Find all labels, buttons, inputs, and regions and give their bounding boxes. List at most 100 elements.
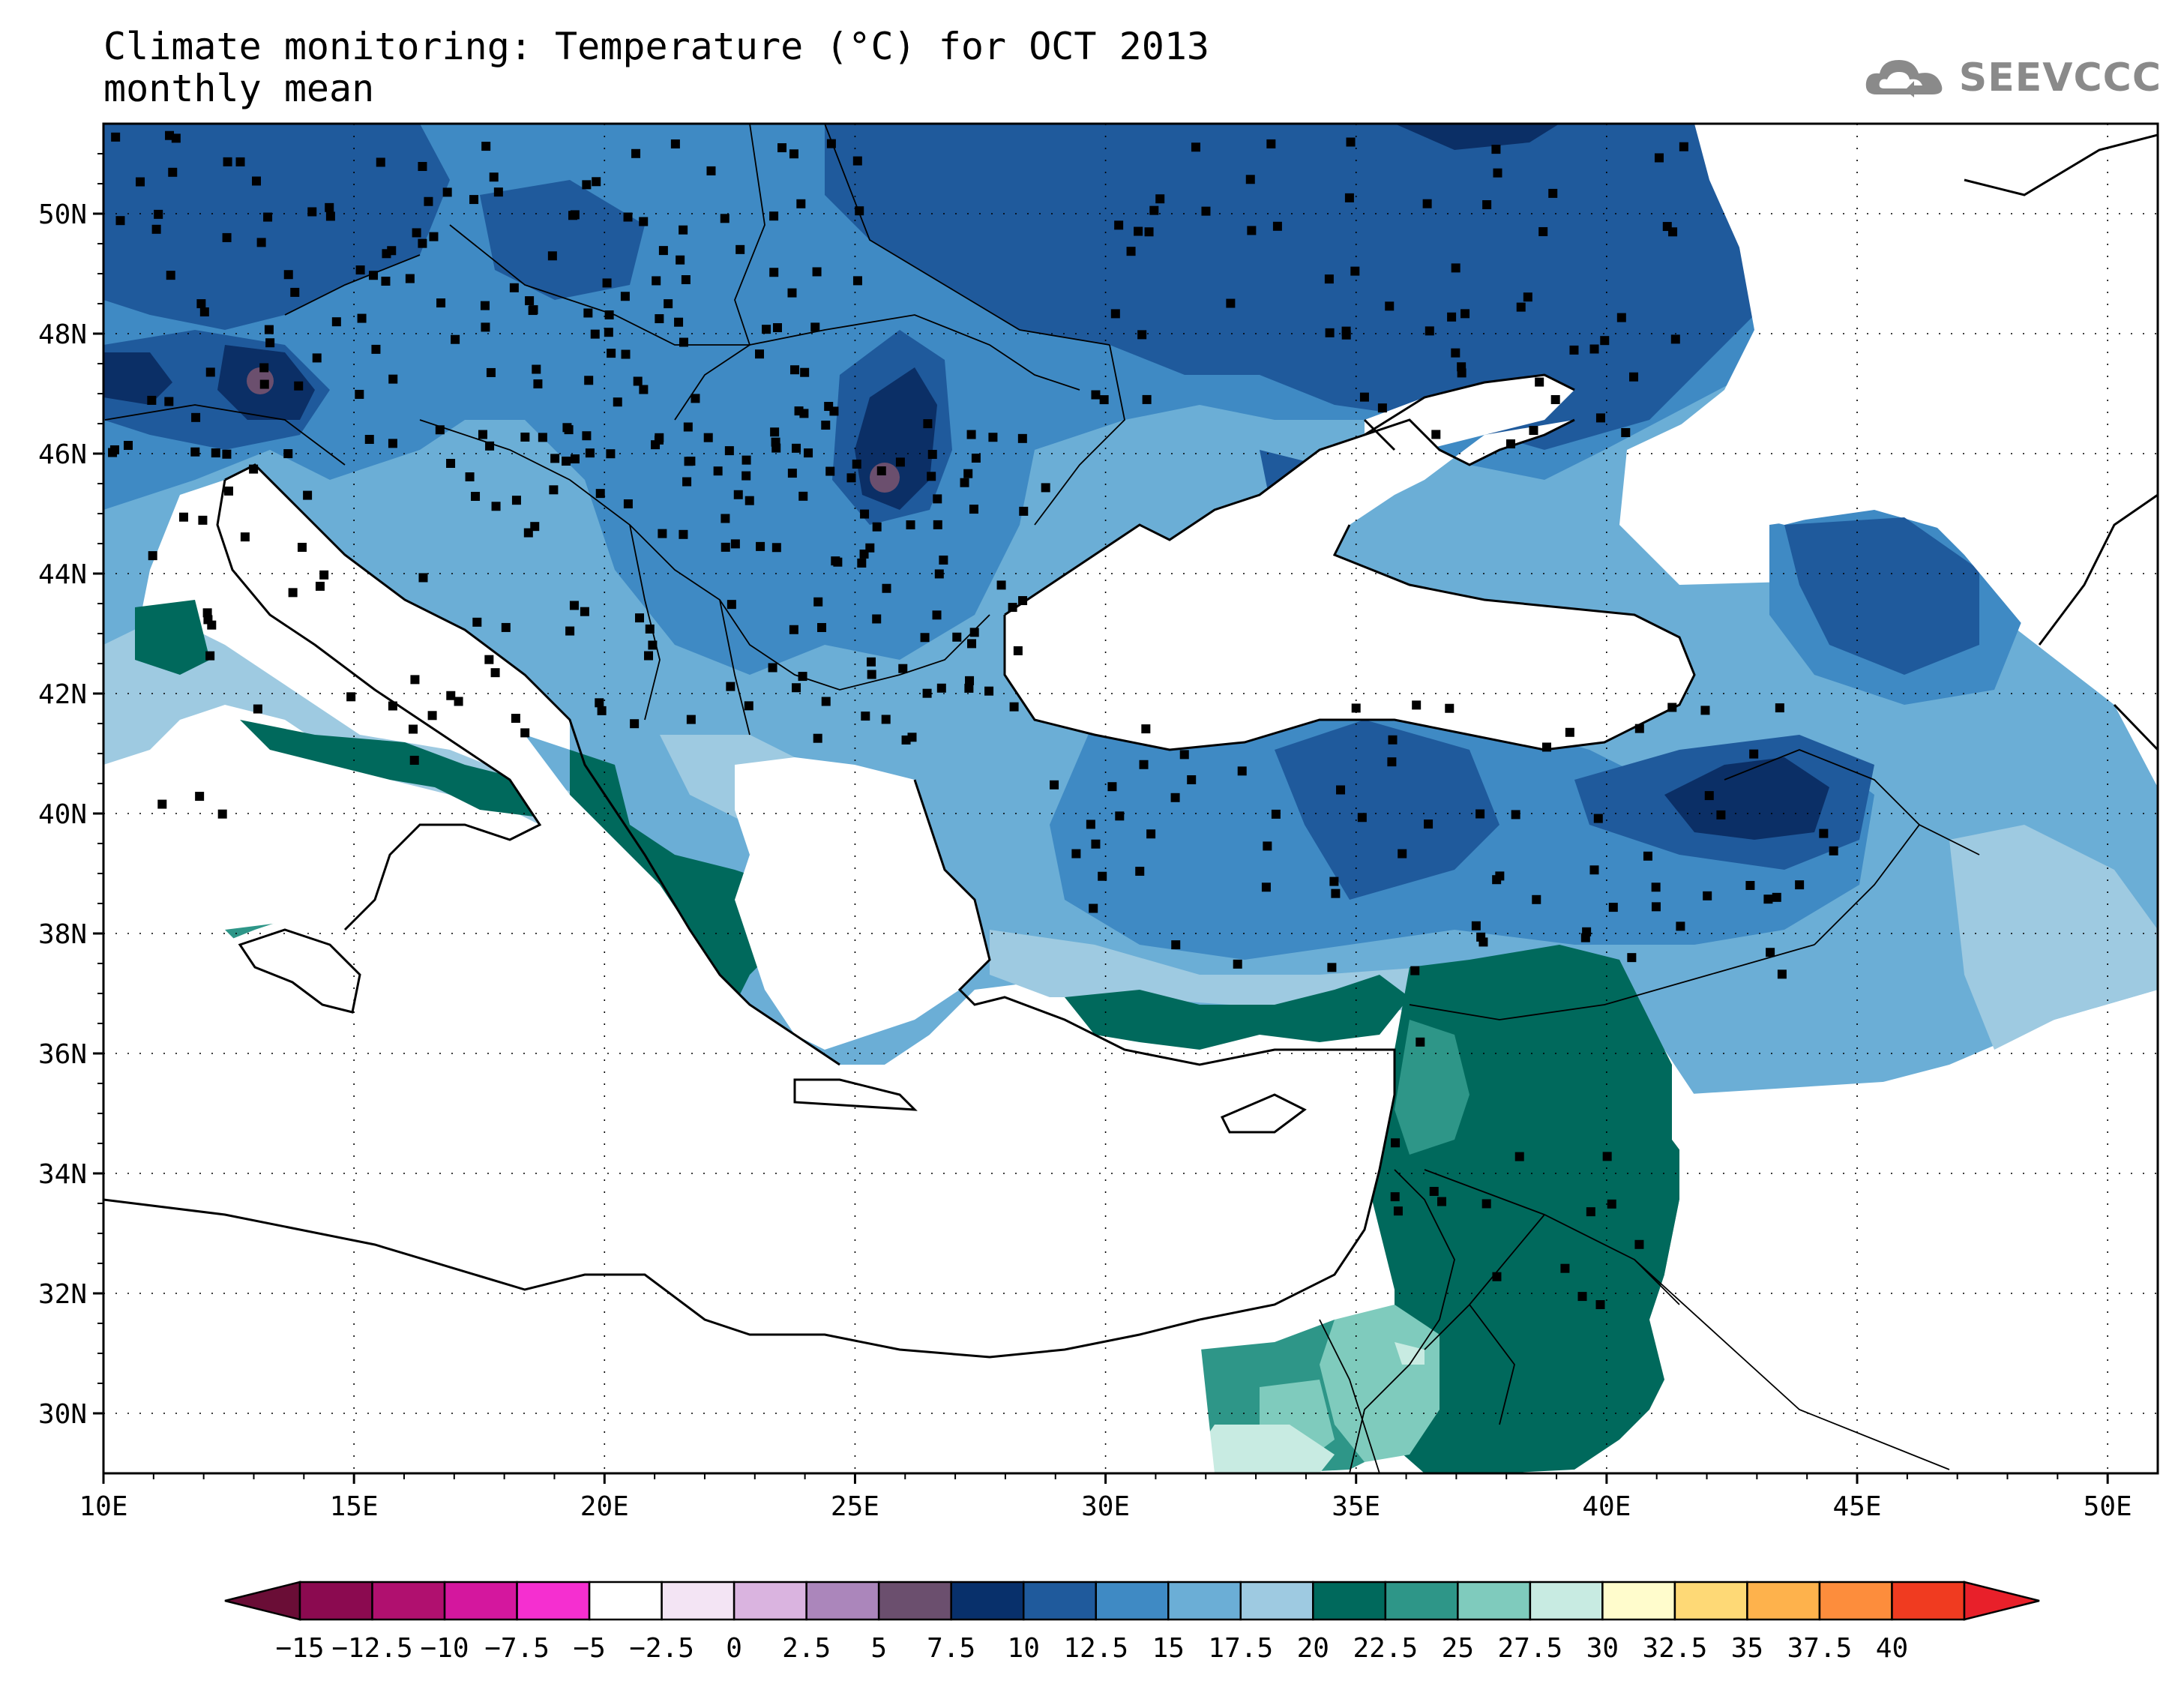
- station-marker: [1676, 921, 1685, 931]
- station-marker: [965, 676, 975, 685]
- station-marker: [1819, 829, 1829, 838]
- station-marker: [824, 402, 834, 412]
- station-marker: [676, 255, 685, 265]
- station-marker: [1634, 1239, 1644, 1249]
- station-marker: [410, 675, 420, 685]
- station-marker: [741, 455, 751, 465]
- station-marker: [679, 225, 688, 235]
- station-marker: [256, 238, 266, 247]
- station-marker: [1703, 891, 1712, 900]
- colorbar-label: −15: [275, 1633, 324, 1664]
- station-marker: [136, 177, 145, 187]
- station-marker: [283, 449, 293, 459]
- station-marker: [486, 367, 496, 377]
- station-marker: [1336, 785, 1346, 795]
- station-marker: [644, 651, 654, 661]
- colorbar-label: −2.5: [629, 1633, 694, 1664]
- station-marker: [733, 490, 743, 499]
- station-marker: [1460, 309, 1470, 319]
- colorbar-swatch: [1673, 1581, 1748, 1621]
- station-marker: [585, 448, 595, 458]
- station-marker: [1331, 888, 1341, 898]
- station-marker: [570, 210, 580, 220]
- axis-ticks: 10E 15E 20E 25E 30E 35E 40E 45E 50E 30N 32N 34N 36N 3…: [38, 153, 2132, 1522]
- station-marker: [597, 706, 607, 715]
- station-marker: [1245, 175, 1255, 184]
- station-marker: [726, 682, 735, 691]
- map-subtitle: monthly mean: [103, 67, 375, 110]
- station-marker: [303, 490, 313, 500]
- station-marker: [724, 446, 734, 456]
- station-marker: [520, 728, 530, 738]
- station-marker: [790, 365, 800, 375]
- station-marker: [1749, 749, 1759, 759]
- map-frame: [102, 122, 2159, 1475]
- station-marker: [1110, 309, 1120, 319]
- colorbar-label: −5: [573, 1633, 605, 1664]
- colorbar-high-arrow: [1963, 1581, 2040, 1621]
- station-marker: [1763, 894, 1773, 904]
- station-marker: [562, 457, 571, 466]
- station-marker: [679, 529, 688, 539]
- station-marker: [620, 292, 630, 301]
- station-marker: [703, 433, 713, 442]
- station-marker: [639, 217, 649, 226]
- station-marker: [923, 419, 933, 429]
- station-marker: [592, 177, 601, 187]
- station-marker: [821, 697, 831, 706]
- station-marker: [493, 187, 503, 197]
- station-marker: [787, 469, 797, 478]
- field-22-5-25: [1320, 1305, 1440, 1462]
- station-marker: [454, 697, 463, 706]
- map-title: Climate monitoring: Temperature (°C) for…: [103, 25, 1210, 68]
- station-marker: [1493, 168, 1502, 178]
- station-marker: [484, 655, 494, 664]
- station-marker: [1565, 727, 1574, 737]
- station-marker: [927, 450, 937, 460]
- station-marker: [371, 344, 381, 354]
- station-marker: [988, 433, 998, 442]
- station-marker: [480, 301, 490, 310]
- lon-tick-label: 30E: [1081, 1491, 1130, 1522]
- station-marker: [898, 664, 908, 673]
- colorbar-label: 5: [870, 1633, 887, 1664]
- station-marker: [771, 543, 781, 553]
- station-marker: [846, 473, 856, 483]
- station-marker: [1523, 292, 1532, 302]
- lat-tick-label: 48N: [38, 319, 87, 350]
- station-marker: [465, 472, 475, 481]
- station-marker: [932, 610, 942, 620]
- station-marker: [195, 792, 205, 802]
- station-marker: [355, 265, 365, 275]
- station-marker: [674, 317, 684, 327]
- station-marker: [1126, 247, 1136, 256]
- station-marker: [529, 305, 538, 315]
- station-marker: [1017, 433, 1027, 443]
- station-marker: [290, 287, 300, 297]
- station-marker: [1445, 703, 1455, 713]
- station-marker: [312, 353, 322, 363]
- station-marker: [967, 639, 977, 649]
- station-marker: [1495, 871, 1505, 881]
- station-marker: [963, 469, 973, 478]
- station-marker: [1149, 205, 1159, 215]
- station-marker: [1643, 851, 1652, 861]
- station-marker: [1191, 142, 1200, 152]
- colorbar-label: 2.5: [782, 1633, 831, 1664]
- station-marker: [960, 478, 969, 487]
- coastlines: [103, 133, 2158, 1359]
- station-marker: [791, 443, 801, 453]
- colorbar-swatch: [588, 1581, 663, 1621]
- station-marker: [418, 238, 427, 248]
- station-marker: [1431, 430, 1441, 439]
- station-marker: [1388, 735, 1398, 745]
- station-marker: [1679, 142, 1688, 151]
- station-marker: [164, 397, 174, 406]
- lon-tick-label: 40E: [1582, 1491, 1631, 1522]
- lon-tick-label: 15E: [330, 1491, 379, 1522]
- station-marker: [934, 569, 944, 579]
- station-marker: [857, 558, 867, 568]
- colorbar-label: 17.5: [1208, 1633, 1273, 1664]
- station-marker: [1324, 274, 1334, 284]
